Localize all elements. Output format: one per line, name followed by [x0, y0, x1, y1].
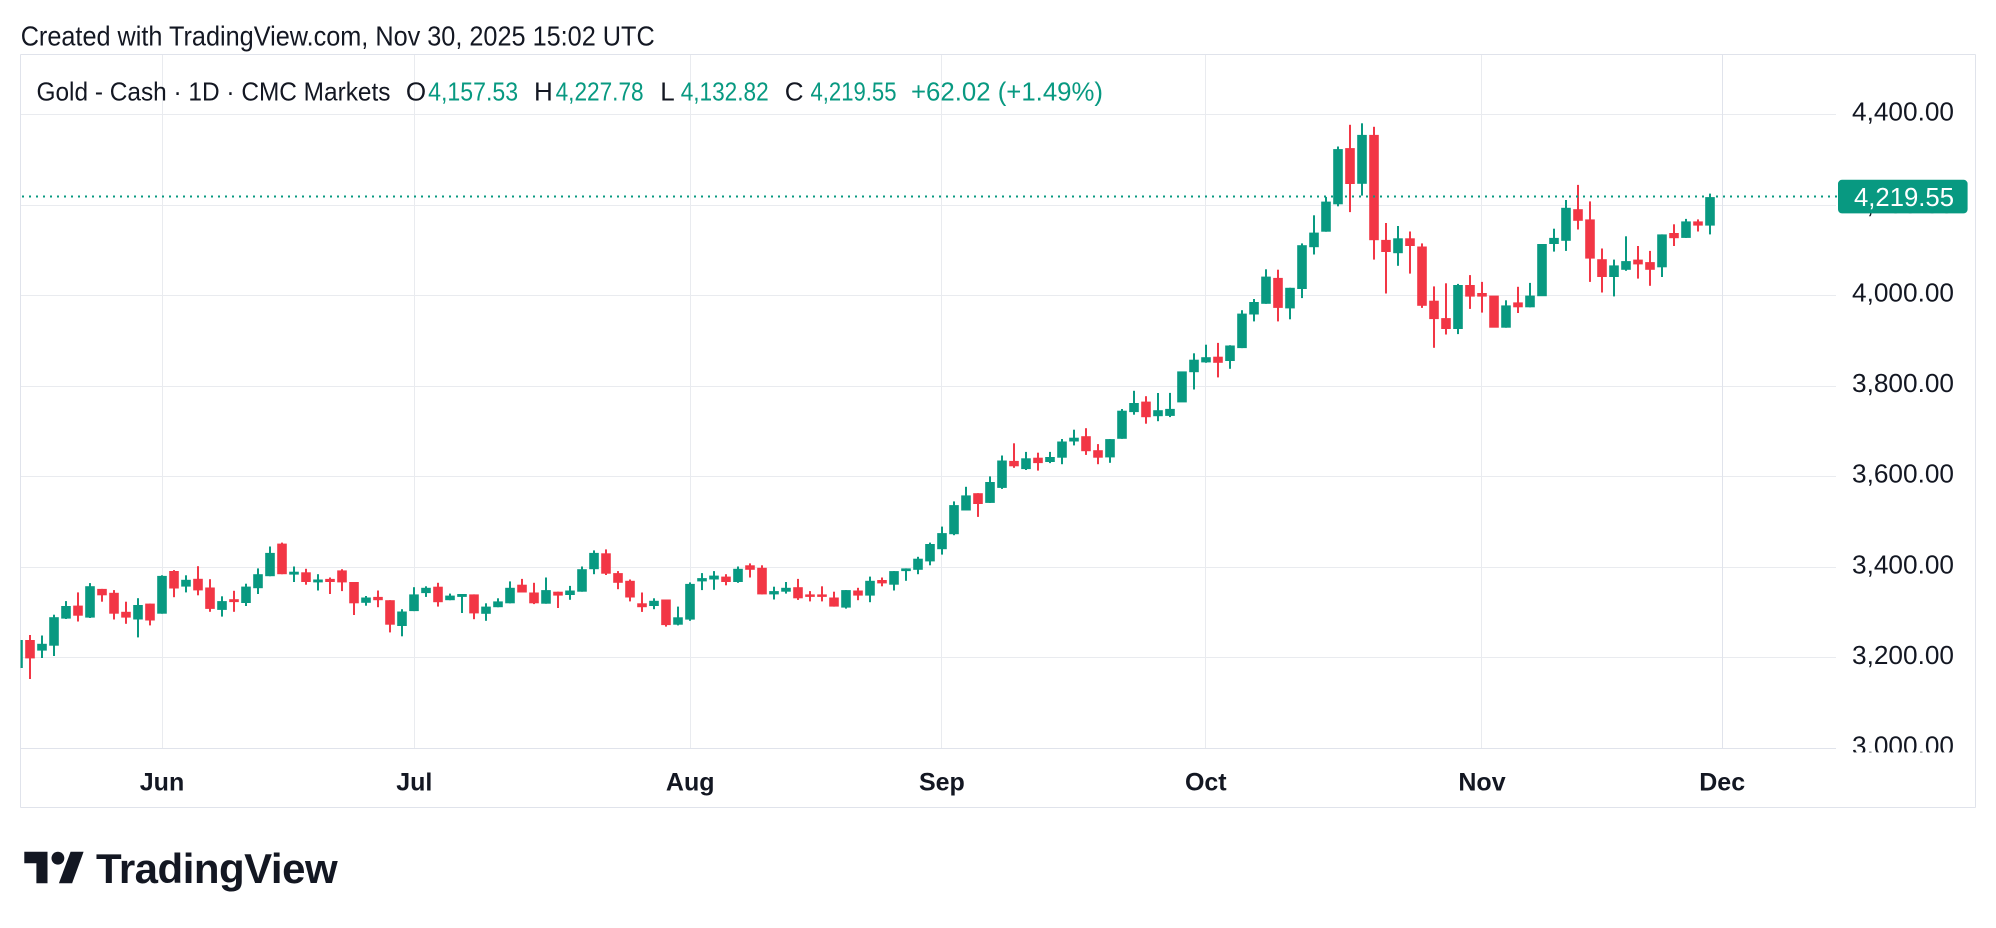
- svg-text:Aug: Aug: [666, 769, 715, 797]
- svg-text:L: L: [660, 76, 674, 106]
- svg-text:4,227.78: 4,227.78: [556, 76, 644, 106]
- svg-text:O: O: [406, 76, 426, 106]
- svg-text:Dec: Dec: [1699, 769, 1745, 797]
- svg-text:4,157.53: 4,157.53: [428, 76, 518, 106]
- svg-text:Nov: Nov: [1458, 769, 1505, 797]
- svg-text:3,200.00: 3,200.00: [1852, 640, 1954, 670]
- svg-text:3,400.00: 3,400.00: [1852, 549, 1954, 579]
- svg-text:Created with TradingView.com,: Created with TradingView.com, Nov 30, 20…: [21, 21, 655, 52]
- svg-text:C: C: [785, 76, 804, 106]
- svg-text:+62.02 (+1.49%): +62.02 (+1.49%): [911, 76, 1103, 106]
- svg-text:Oct: Oct: [1185, 769, 1227, 797]
- svg-text:3,600.00: 3,600.00: [1852, 459, 1954, 489]
- svg-text:Jun: Jun: [140, 769, 184, 797]
- svg-text:Jul: Jul: [396, 769, 432, 797]
- svg-text:4,132.82: 4,132.82: [681, 76, 769, 106]
- svg-text:4,219.55: 4,219.55: [811, 76, 897, 106]
- svg-text:3,800.00: 3,800.00: [1852, 368, 1954, 398]
- svg-text:Sep: Sep: [919, 769, 965, 797]
- svg-text:4,219.55: 4,219.55: [1854, 182, 1954, 212]
- svg-text:3,000.00: 3,000.00: [1852, 730, 1954, 760]
- svg-text:4,000.00: 4,000.00: [1852, 278, 1954, 308]
- svg-text:Gold - Cash · 1D · CMC Markets: Gold - Cash · 1D · CMC Markets: [37, 76, 391, 106]
- svg-text:4,400.00: 4,400.00: [1852, 97, 1954, 127]
- svg-text:H: H: [534, 76, 553, 106]
- svg-text:TradingView: TradingView: [96, 845, 338, 892]
